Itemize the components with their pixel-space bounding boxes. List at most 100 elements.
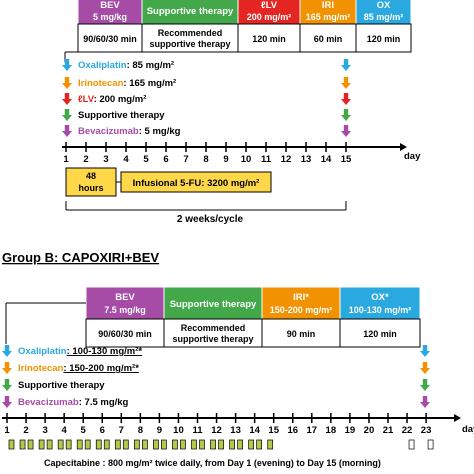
day-label: 9 bbox=[223, 154, 228, 165]
duration-line2: supportive therapy bbox=[149, 39, 230, 49]
day-unit: day bbox=[462, 424, 474, 435]
drug-entry: Irinotecan: 165 mg/m² bbox=[78, 78, 176, 89]
drug-dose: : 100-130 mg/m²* bbox=[67, 346, 143, 357]
arrow-down-icon bbox=[341, 125, 351, 137]
arrow-down-icon bbox=[2, 379, 12, 391]
header-sub: 150-200 mg/m² bbox=[270, 305, 333, 315]
group-b-drug-list: Oxaliplatin: 100-130 mg/m²* Irinotecan: 1… bbox=[2, 345, 142, 408]
header-sub: 7.5 mg/kg bbox=[104, 305, 146, 315]
capecitabine-evening-dose bbox=[27, 439, 34, 450]
arrow-down-icon bbox=[341, 109, 351, 121]
cycle-label: 2 weeks/cycle bbox=[177, 214, 244, 225]
capecitabine-morning-dose bbox=[57, 439, 64, 450]
duration-text: 120 min bbox=[252, 34, 286, 44]
day-label: 14 bbox=[249, 425, 260, 436]
day-label: 6 bbox=[163, 154, 168, 165]
capecitabine-evening-dose bbox=[142, 439, 148, 450]
day-label: 14 bbox=[321, 154, 332, 165]
capecitabine-label: Capecitabine : 800 mg/m² twice daily, fr… bbox=[44, 458, 381, 468]
capecitabine-morning-dose bbox=[191, 439, 197, 450]
header-label: OX bbox=[377, 0, 391, 11]
capecitabine-next-cycle-dose bbox=[408, 439, 415, 450]
drug-entry: Oxaliplatin: 100-130 mg/m²* bbox=[18, 346, 142, 357]
day-label: 12 bbox=[281, 154, 292, 165]
group-b-day22-arrows bbox=[420, 345, 430, 408]
day-label: 11 bbox=[192, 425, 203, 436]
capecitabine-evening-dose bbox=[8, 439, 15, 450]
capecitabine-evening-dose bbox=[180, 439, 186, 450]
day-label: 6 bbox=[100, 425, 105, 436]
timeline-arrowhead bbox=[400, 143, 407, 151]
header-cell-3: OX* 100-130 mg/m² bbox=[339, 286, 421, 320]
header-label: BEV bbox=[115, 292, 135, 303]
capecitabine-evening-dose bbox=[199, 439, 205, 450]
day-label: 20 bbox=[364, 425, 375, 436]
drug-name: Bevacizumab bbox=[78, 126, 139, 137]
capecitabine-morning-dose bbox=[95, 439, 102, 450]
drug-dose: : 85 mg/m² bbox=[127, 60, 175, 71]
infusion-hours-line2: hours bbox=[78, 183, 103, 193]
capecitabine-morning-dose bbox=[267, 439, 274, 450]
day-label: 23 bbox=[421, 425, 432, 436]
capecitabine-morning-dose bbox=[114, 439, 121, 450]
day-label: 15 bbox=[341, 154, 352, 165]
day-label: 7 bbox=[119, 425, 124, 436]
arrow-down-icon bbox=[62, 109, 72, 121]
arrow-down-icon bbox=[62, 77, 72, 89]
day-label: 2 bbox=[83, 154, 88, 165]
day-label: 5 bbox=[81, 425, 87, 436]
group-a-timeline: 1 2 3 4 5 6 7 8 9 10 11 12 13 14 15 day bbox=[62, 142, 421, 165]
capecitabine-doses bbox=[8, 439, 434, 450]
duration-row-frame bbox=[85, 318, 421, 348]
infusion-5fu-label: Infusional 5-FU: 3200 mg/m² bbox=[133, 178, 260, 189]
day-label: 21 bbox=[383, 425, 394, 436]
drug-dose: : 5 mg/kg bbox=[139, 126, 181, 137]
arrow-down-icon bbox=[341, 93, 351, 105]
header-cell-1: Supportive therapy bbox=[141, 0, 239, 25]
day-label: 1 bbox=[63, 154, 69, 165]
drug-entry: Irinotecan: 150-200 mg/m²* bbox=[18, 363, 139, 374]
drug-entry: Bevacizumab: 7.5 mg/kg bbox=[18, 397, 129, 408]
drug-name: Bevacizumab bbox=[18, 397, 79, 408]
capecitabine-evening-dose bbox=[237, 439, 243, 450]
duration-text: 60 min bbox=[314, 34, 343, 44]
drug-name: Irinotecan bbox=[78, 78, 124, 89]
duration-text: 90/60/30 min bbox=[83, 34, 137, 44]
drug-entry: ℓLV: 200 mg/m² bbox=[78, 94, 146, 105]
header-sub: 100-130 mg/m² bbox=[349, 305, 412, 315]
drug-name: Oxaliplatin bbox=[78, 60, 127, 71]
drug-name: Supportive therapy bbox=[18, 380, 105, 391]
header-label: Supportive therapy bbox=[170, 299, 257, 310]
drug-entry: Supportive therapy bbox=[18, 380, 105, 391]
header-sub: 200 mg/m² bbox=[247, 12, 292, 22]
duration-text: 120 min bbox=[367, 34, 401, 44]
header-label: Supportive therapy bbox=[147, 6, 234, 17]
header-sub: 85 mg/m² bbox=[364, 12, 404, 22]
drug-name: Oxaliplatin bbox=[18, 346, 67, 357]
capecitabine-morning-dose bbox=[76, 439, 83, 450]
day-label: 10 bbox=[241, 154, 252, 165]
capecitabine-morning-dose bbox=[134, 439, 140, 450]
group-b-timeline: 1234567891011121314151617181920212223day bbox=[2, 413, 474, 436]
drug-dose: : 150-200 mg/m²* bbox=[63, 363, 139, 374]
duration-text: 90 min bbox=[287, 329, 316, 339]
day-label: 13 bbox=[230, 425, 241, 436]
header-label: BEV bbox=[100, 0, 120, 11]
capecitabine-morning-dose bbox=[248, 439, 254, 450]
timeline-arrowhead bbox=[454, 414, 461, 422]
day-label: 11 bbox=[261, 154, 272, 165]
arrow-down-icon bbox=[62, 59, 72, 71]
duration-line2: supportive therapy bbox=[172, 334, 253, 344]
capecitabine-evening-dose bbox=[65, 439, 72, 450]
duration-line1: Recommended bbox=[158, 28, 223, 38]
infusion-hours-box bbox=[65, 167, 117, 197]
arrow-down-icon bbox=[2, 345, 12, 357]
infusion-hours-line1: 48 bbox=[86, 171, 96, 181]
header-label: IRI* bbox=[293, 292, 309, 303]
